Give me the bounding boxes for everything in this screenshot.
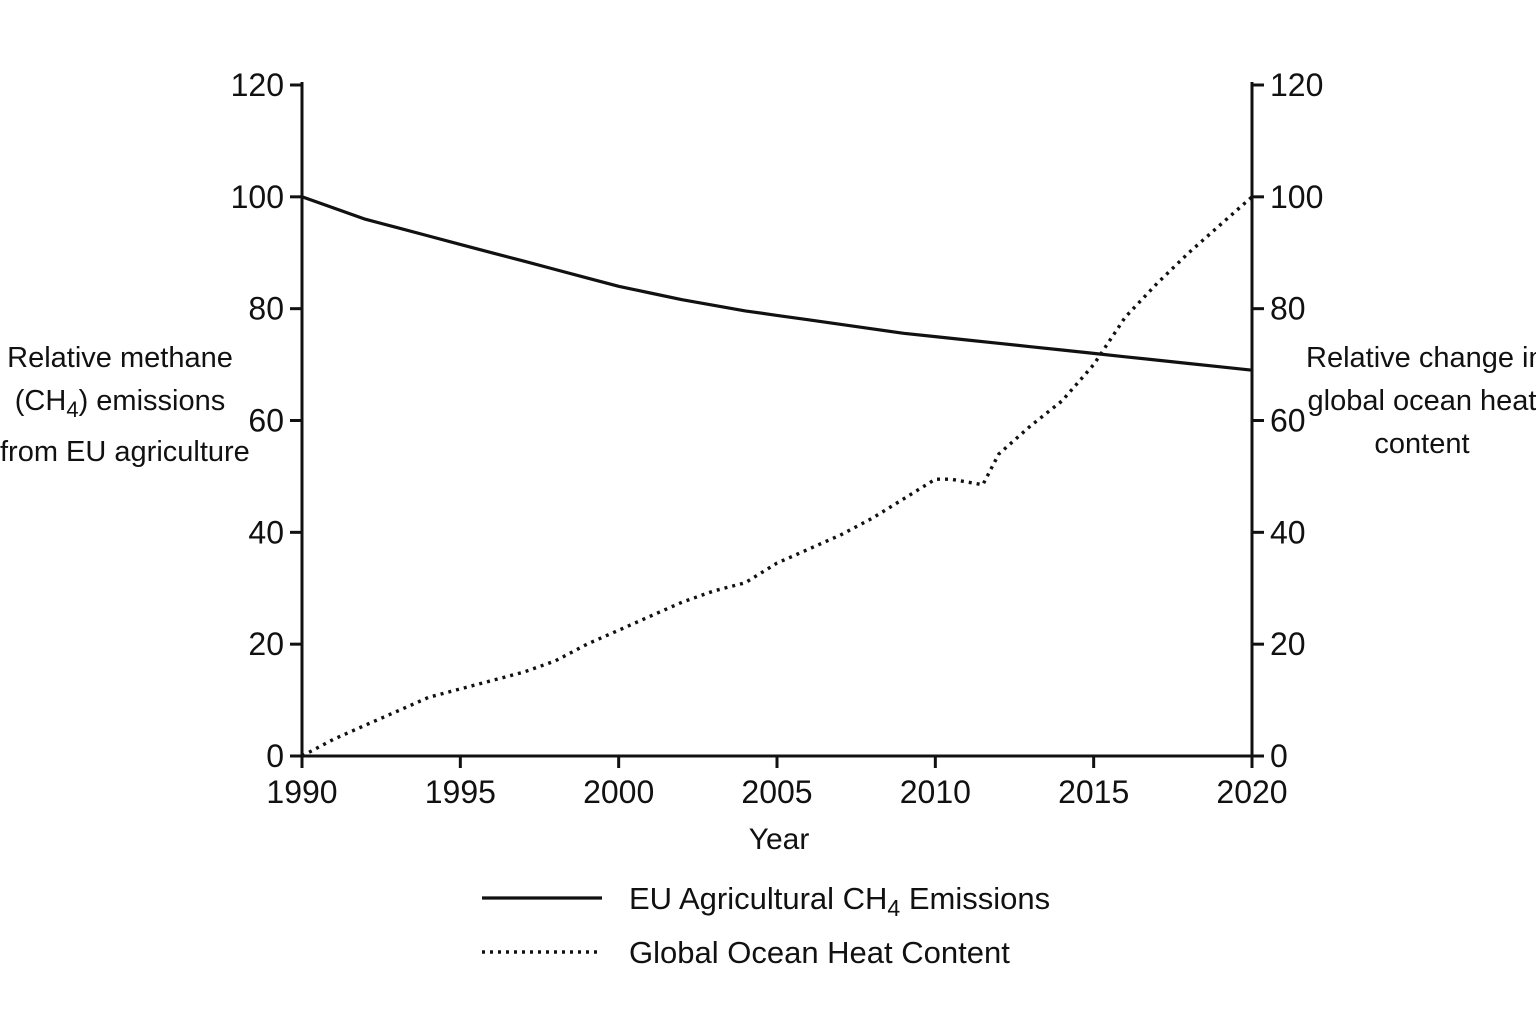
- left-y-tick-label: 60: [248, 403, 284, 439]
- right-y-tick-label: 0: [1270, 738, 1288, 774]
- legend-label-2: Global Ocean Heat Content: [629, 935, 1010, 970]
- axes: 1990 1995 2000 2005 2010 2015 2020020406080100…: [231, 67, 1324, 856]
- right-axis-title-line-1: Relative change in: [1306, 342, 1536, 374]
- left-axis-title-part: ) emissions: [78, 385, 226, 417]
- legend: EU Agricultural CH4 Emissions Global Ocea…: [482, 881, 1050, 970]
- legend-label-part: Global Ocean Heat Content: [629, 935, 1010, 970]
- left-y-tick-label: 120: [231, 67, 284, 103]
- x-tick-label: 1990: [266, 774, 337, 810]
- x-tick-label: 2020: [1216, 774, 1287, 810]
- right-y-tick-label: 40: [1270, 514, 1306, 550]
- left-y-tick-label: 80: [248, 291, 284, 327]
- left-axis-title-line-3: from EU agriculture: [0, 435, 250, 468]
- right-y-tick-label: 120: [1270, 67, 1323, 103]
- right-y-tick-label: 80: [1270, 291, 1306, 327]
- left-axis-title-part: (CH: [14, 385, 67, 417]
- x-tick-label: 2015: [1058, 774, 1129, 810]
- left-y-tick-label: 20: [248, 626, 284, 662]
- right-y-tick-label: 60: [1270, 403, 1306, 439]
- left-y-tick-label: 0: [266, 738, 284, 774]
- right-y-tick-label: 20: [1270, 626, 1306, 662]
- left-y-tick-label: 40: [248, 514, 284, 550]
- legend-label-1: EU Agricultural CH4 Emissions: [629, 881, 1050, 921]
- series-line-1: [301, 195, 1253, 372]
- right-axis-title-line-2: global ocean heat: [1307, 385, 1536, 417]
- left-axis-title-line-2: (CH4) emissions: [0, 380, 240, 431]
- left-axis-title: Relative methane (CH4) emissions from EU…: [0, 337, 250, 474]
- legend-label-part: EU Agricultural CH: [629, 881, 887, 916]
- legend-label-part: 4: [887, 895, 900, 921]
- right-y-tick-label: 100: [1270, 179, 1323, 215]
- left-y-tick-label: 100: [231, 179, 284, 215]
- x-axis-title: Year: [749, 823, 810, 856]
- x-tick-label: 1995: [425, 774, 496, 810]
- right-axis-title-line-3: content: [1374, 428, 1470, 460]
- series-line-2: [301, 195, 1254, 758]
- x-tick-label: 2010: [900, 774, 971, 810]
- left-axis-title-subscript: 4: [66, 396, 79, 422]
- right-axis-title: Relative change in global ocean heat con…: [1306, 337, 1536, 466]
- series-layer: [301, 195, 1254, 758]
- x-tick-label: 2005: [741, 774, 812, 810]
- legend-label-part: Emissions: [900, 881, 1050, 916]
- x-tick-label: 2000: [583, 774, 654, 810]
- left-axis-title-line-1: Relative methane: [7, 342, 233, 374]
